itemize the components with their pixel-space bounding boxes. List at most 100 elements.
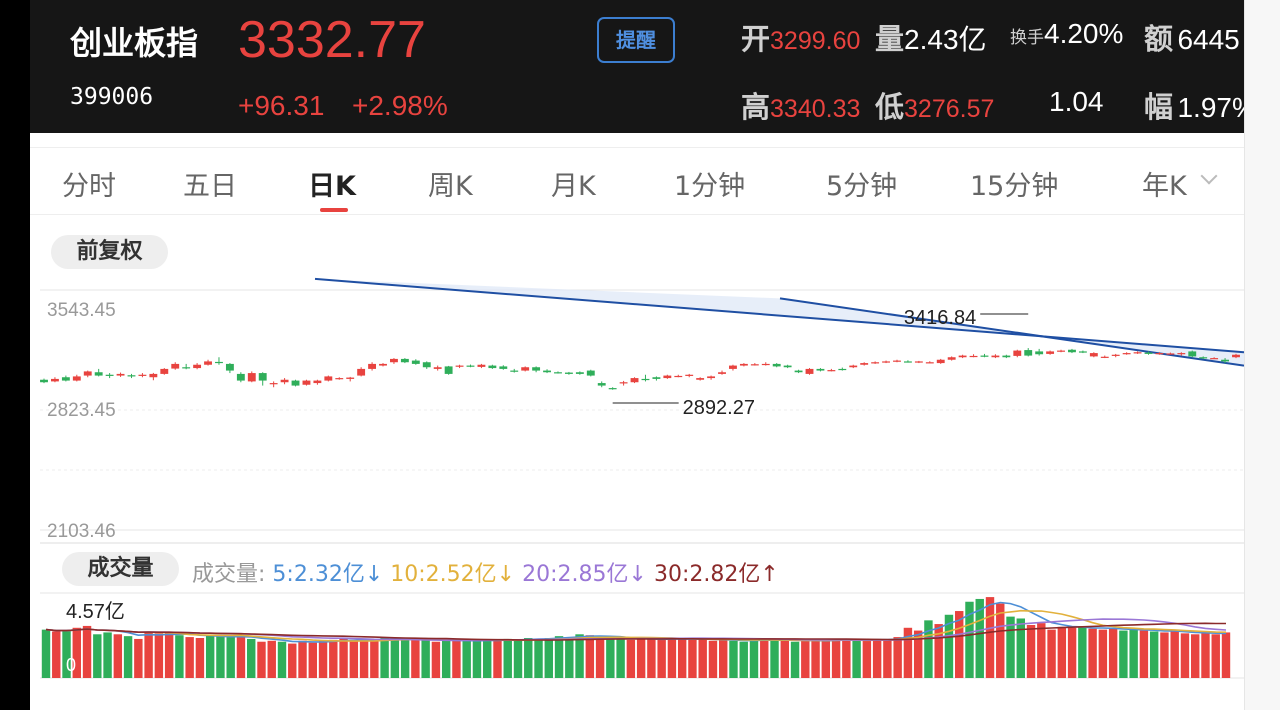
- tab-yearly-k[interactable]: 年K: [1142, 171, 1187, 202]
- candle-body: [127, 375, 136, 377]
- high-value: 3340.33: [770, 95, 861, 123]
- candle-body: [225, 363, 234, 371]
- volume-bar: [688, 639, 697, 678]
- candle-body: [455, 365, 464, 367]
- volume-bar: [93, 634, 102, 678]
- candle-body: [50, 378, 59, 382]
- tab-daily-k[interactable]: 日K: [308, 171, 356, 202]
- volume-bar: [359, 640, 369, 678]
- candle-body: [313, 380, 322, 384]
- volume-bar: [1170, 630, 1179, 678]
- volume-bar: [606, 638, 615, 678]
- volume-bar: [821, 640, 831, 678]
- candle-body: [543, 370, 551, 373]
- volume-bar: [955, 611, 964, 678]
- turnover-stat: 换手4.20%: [1010, 18, 1123, 50]
- candle-body: [171, 363, 180, 369]
- candle-body: [1002, 355, 1011, 358]
- volume-bar: [1016, 618, 1025, 678]
- volume-bar: [144, 631, 153, 678]
- volume-bar: [288, 643, 297, 678]
- tab-five-day[interactable]: 五日: [183, 171, 237, 202]
- tab-1-minute[interactable]: 1分钟: [674, 171, 746, 202]
- tab-5-minute[interactable]: 5分钟: [826, 171, 898, 202]
- ma5-arrow: ↓: [364, 562, 384, 587]
- volume-bar: [421, 638, 430, 678]
- turnover-label: 换手: [1010, 28, 1044, 47]
- volume-bar: [1180, 633, 1190, 678]
- candle-body: [1100, 356, 1109, 358]
- volume-bar: [852, 640, 861, 678]
- volume-bar: [996, 603, 1005, 678]
- candle-body: [379, 363, 387, 366]
- candle-body: [400, 358, 409, 363]
- volume-bar: [677, 638, 687, 678]
- candle-body: [291, 380, 300, 386]
- volume-bar: [257, 641, 266, 678]
- volume-bar: [575, 634, 584, 678]
- volume-bar: [1006, 616, 1015, 678]
- tab-intraday[interactable]: 分时: [62, 171, 116, 202]
- price-annotations: 3416.84 2892.27: [612, 307, 1029, 419]
- tab-15-minute[interactable]: 15分钟: [970, 171, 1059, 202]
- candle-body: [72, 376, 81, 381]
- high-stat: 高3340.33: [741, 84, 860, 126]
- volume-bar: [831, 638, 841, 678]
- volume-bar: [647, 638, 656, 678]
- volume-bar: [1160, 632, 1169, 678]
- volume-bar: [164, 632, 174, 678]
- volume-bar: [975, 598, 984, 678]
- candle-body: [1133, 352, 1142, 354]
- volume-bar: [380, 637, 389, 678]
- volume-bar: [503, 638, 512, 678]
- volume-bar: [236, 637, 246, 678]
- volume-ma10-line: [45, 609, 1227, 642]
- volume-bar: [267, 640, 276, 678]
- tab-monthly-k[interactable]: 月K: [551, 171, 596, 202]
- candle-body: [958, 355, 967, 358]
- volume-bar: [749, 639, 759, 678]
- volume-bar: [903, 627, 913, 678]
- price-grid: [40, 289, 1244, 544]
- candle-body: [860, 363, 869, 365]
- remind-button[interactable]: 提醒: [597, 17, 675, 63]
- candle-body: [1068, 349, 1076, 353]
- volume-indicator-button[interactable]: 成交量: [62, 552, 179, 586]
- volume-bar: [82, 625, 92, 678]
- candle-body: [160, 368, 169, 374]
- adjust-mode-button[interactable]: 前复权: [51, 235, 168, 269]
- candle-body: [411, 360, 420, 364]
- candle-body: [663, 375, 672, 379]
- volume-bar: [636, 638, 646, 678]
- high-marker-label: 3416.84: [904, 307, 976, 329]
- candle-body: [827, 370, 836, 372]
- volume-bar: [944, 614, 954, 678]
- right-edge-strip: [1244, 0, 1280, 710]
- candle-body: [1089, 353, 1098, 357]
- volume-bar: [1108, 628, 1118, 678]
- volume-bar: [913, 630, 923, 678]
- candle-body: [1122, 353, 1131, 355]
- candle-body: [1232, 354, 1240, 358]
- tab-weekly-k[interactable]: 周K: [428, 171, 473, 202]
- volume-bar: [62, 630, 71, 678]
- candle-body: [302, 380, 311, 385]
- price-change-percent: +2.98%: [352, 90, 448, 121]
- volume-bar: [708, 640, 718, 678]
- candle-body: [914, 361, 923, 363]
- index-name: 创业板指: [70, 24, 199, 62]
- amplitude-value: 1.97%: [1177, 92, 1244, 123]
- volume-bar: [985, 597, 995, 678]
- candle-body: [608, 388, 617, 390]
- trend-channel-fill: [315, 278, 1244, 366]
- volume-bar: [595, 637, 605, 678]
- volume-bar: [1037, 623, 1046, 678]
- candle-body: [564, 372, 573, 374]
- candle-body: [805, 368, 814, 374]
- volume-bar: [277, 641, 287, 678]
- candle-body: [893, 360, 901, 362]
- candle-body: [761, 363, 770, 366]
- volume-ma-lines: [45, 601, 1227, 643]
- ma10-label: 10:2.52亿: [390, 562, 497, 587]
- trend-line-lower: [779, 297, 1244, 367]
